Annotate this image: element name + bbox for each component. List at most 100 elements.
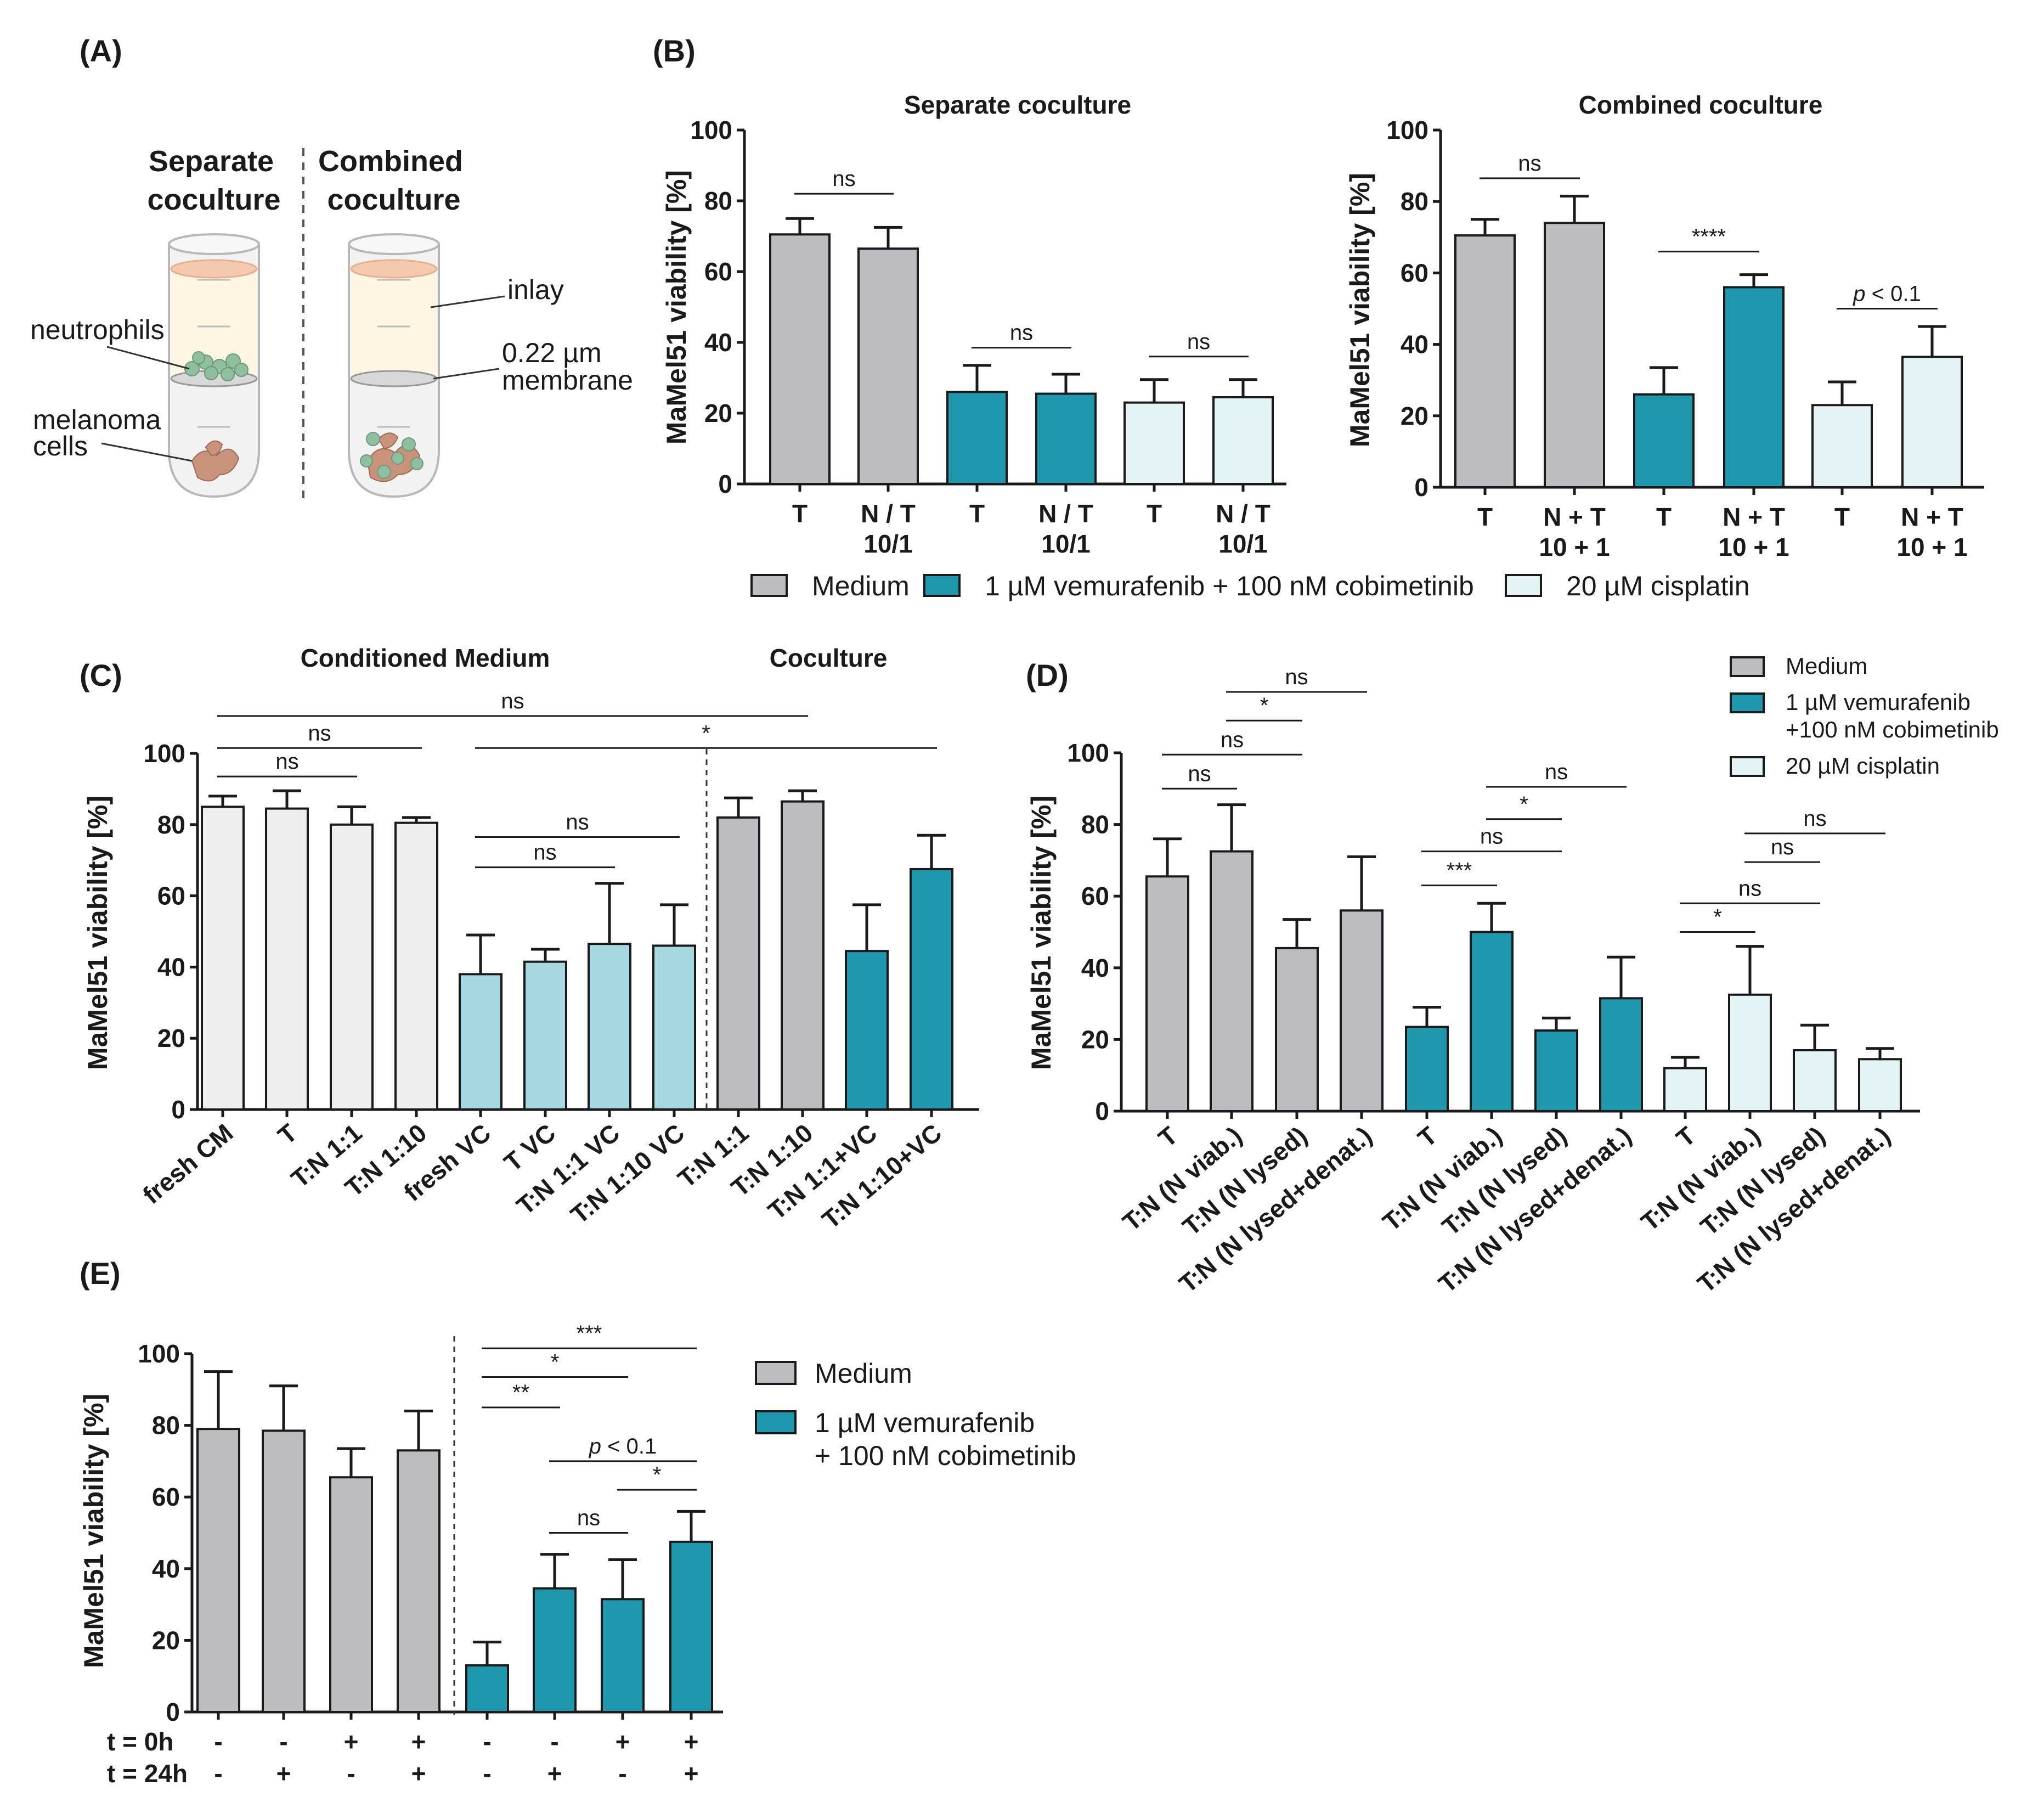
b1-comparison-label: ns — [1010, 321, 1033, 345]
legend-d-label: +100 nM cobimetinib — [1786, 717, 1999, 742]
legend-b-label: Medium — [812, 571, 910, 601]
c-bar — [588, 943, 631, 1111]
d-ytick-label: 40 — [1081, 954, 1109, 982]
d-ytick-label: 0 — [1095, 1097, 1109, 1125]
c-bar — [845, 950, 889, 1111]
b1-bar — [1212, 396, 1274, 485]
b1-ytick-label: 0 — [718, 470, 732, 498]
b1-y-label: MaMel51 viability [%] — [661, 170, 692, 444]
d-comparison-label: ns — [1480, 825, 1503, 849]
b1-bar — [857, 247, 919, 485]
condition-mark: + — [344, 1727, 359, 1756]
legend-d-label: 1 µM vemurafenib — [1786, 689, 1970, 715]
membrane-pointer — [433, 368, 500, 380]
condition-row-label: t = 24h — [107, 1759, 188, 1788]
panel-c-group-conditioned-medium: Conditioned Medium — [301, 644, 550, 672]
b1-ytick-label: 100 — [690, 116, 732, 144]
d-bar — [1793, 1049, 1837, 1112]
chart-b-separate-coculture: Separate coculture 0 20 40 60 80 100 MaMel51 vi… — [661, 91, 1286, 558]
c-category-label: T — [272, 1118, 302, 1150]
e-comparison-label: ns — [577, 1506, 600, 1530]
e-bar — [262, 1429, 306, 1713]
chart-c: 0 20 40 60 80 100 MaMel51 viability [%] fresh C… — [82, 689, 979, 1234]
combined-coculture-title-line1: Combined — [318, 145, 463, 178]
condition-mark: - — [214, 1759, 222, 1788]
b2-comparison-label: **** — [1692, 224, 1726, 249]
c-bar — [394, 821, 438, 1111]
e-ytick-label: 60 — [152, 1483, 180, 1511]
b1-bar — [769, 233, 831, 485]
d-bar — [1340, 909, 1384, 1112]
c-bar — [523, 960, 567, 1111]
c-comparison-label: ns — [501, 689, 524, 713]
b2-ytick-label: 60 — [1401, 258, 1428, 287]
separate-coculture-title-line1: Separate — [149, 145, 274, 178]
b2-category-label: N + T — [1901, 503, 1963, 531]
b2-category-label: N + T — [1723, 503, 1785, 531]
condition-mark: + — [411, 1759, 426, 1788]
condition-mark: - — [483, 1727, 491, 1756]
b2-category-label: T — [1656, 503, 1672, 531]
b1-category-label: 10/1 — [1041, 530, 1091, 558]
e-bar — [196, 1428, 240, 1713]
legend-b-swatch — [1505, 574, 1542, 597]
b2-bar — [1901, 356, 1963, 489]
d-ytick-label: 20 — [1081, 1025, 1109, 1054]
b1-bar — [1035, 392, 1097, 486]
b2-bar — [1454, 234, 1516, 488]
d-ytick-label: 60 — [1081, 882, 1109, 910]
b1-category-label: T — [1147, 499, 1162, 528]
panel-a-diagram: Separate coculture Combined coculture — [30, 145, 633, 499]
d-bar — [1470, 931, 1514, 1112]
e-bar — [397, 1449, 441, 1714]
d-comparison-label: ns — [1545, 760, 1568, 784]
e-bar — [601, 1598, 645, 1713]
d-ytick-label: 80 — [1081, 810, 1109, 839]
e-ytick-label: 40 — [152, 1554, 180, 1583]
e-bar — [465, 1664, 509, 1714]
condition-mark: - — [550, 1727, 558, 1756]
condition-mark: + — [684, 1759, 699, 1788]
b2-category-label: T — [1477, 503, 1493, 531]
b1-ytick-label: 20 — [704, 399, 732, 427]
c-category-label: fresh CM — [137, 1118, 238, 1209]
inlay-pointer — [430, 295, 505, 308]
b2-category-label: T — [1834, 503, 1850, 531]
d-comparison-label: ns — [1738, 876, 1761, 900]
legend-e: Medium 1 µM vemurafenib+ 100 nM cobimetin… — [755, 1358, 1076, 1471]
e-comparison-label: p < 0.1 — [589, 1434, 657, 1458]
d-category-label: T — [1153, 1121, 1183, 1153]
b1-title: Separate coculture — [904, 91, 1131, 119]
b1-category-label: N / T — [1038, 499, 1093, 528]
b2-ytick-label: 80 — [1401, 187, 1428, 216]
b2-ytick-label: 20 — [1401, 402, 1428, 430]
condition-mark: - — [214, 1727, 222, 1756]
e-bar — [669, 1540, 713, 1713]
panel-c-group-coculture: Coculture — [770, 644, 888, 672]
c-ytick-label: 0 — [171, 1095, 185, 1124]
melanoma-label-line1: melanoma — [33, 404, 161, 435]
d-comparison-label: *** — [1447, 859, 1472, 883]
condition-mark: + — [276, 1759, 291, 1788]
b1-category-label: T — [969, 499, 985, 528]
b1-bar — [946, 391, 1008, 485]
b1-ytick-label: 60 — [704, 257, 732, 286]
melanoma-pointer — [101, 442, 193, 462]
c-comparison-label: ns — [308, 721, 331, 745]
legend-d-swatch — [1730, 656, 1765, 677]
b1-category-label: 10/1 — [1218, 530, 1268, 558]
e-ytick-label: 100 — [138, 1339, 180, 1368]
condition-mark: - — [618, 1759, 626, 1788]
panel-e-conditions: t = 0h - - + + - - + +t = 24h - + - + - + - + — [107, 1727, 698, 1788]
legend-d-label: Medium — [1786, 653, 1867, 679]
c-y-label: MaMel51 viability [%] — [82, 796, 113, 1070]
c-bar — [910, 868, 953, 1111]
c-comparison-label: ns — [566, 810, 589, 835]
d-comparison-label: * — [1520, 792, 1528, 816]
c-ytick-label: 20 — [157, 1024, 185, 1052]
legend-d-swatch — [1730, 756, 1765, 777]
c-bar — [330, 823, 374, 1111]
e-bar — [329, 1476, 373, 1713]
d-y-label: MaMel51 viability [%] — [1026, 796, 1057, 1070]
